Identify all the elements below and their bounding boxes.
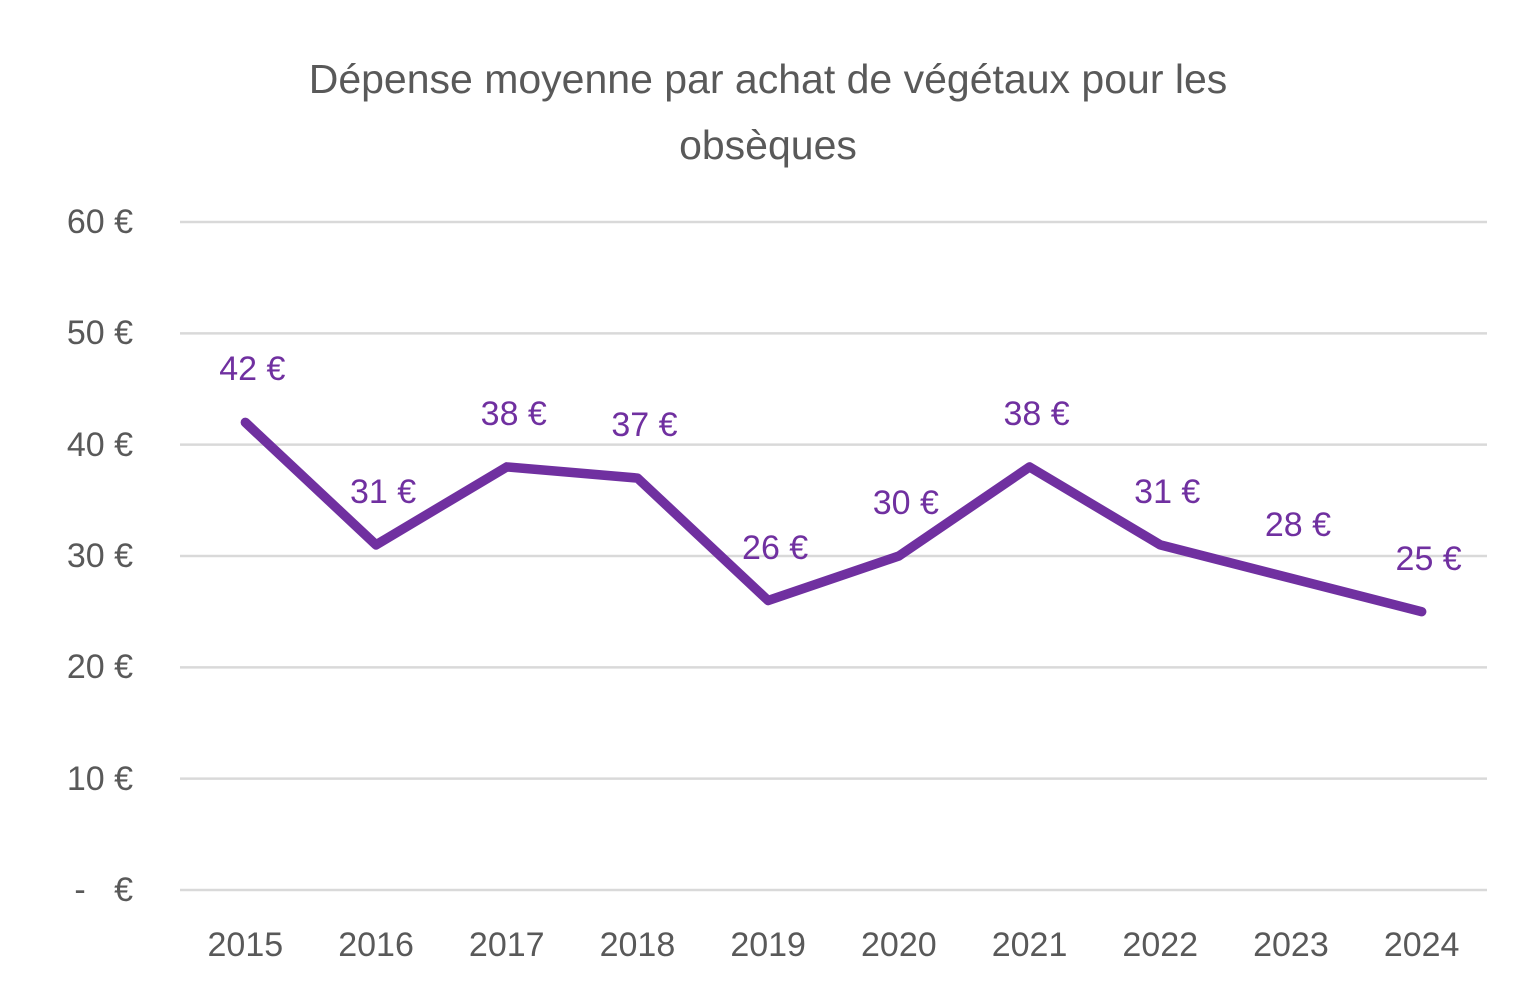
- x-tick-label: 2024: [1383, 926, 1460, 964]
- data-label: 31 €: [1134, 472, 1201, 511]
- data-label: 38 €: [480, 394, 547, 433]
- x-tick-label: 2018: [599, 926, 676, 964]
- x-tick-label: 2019: [730, 926, 806, 964]
- y-tick-label: 40 €: [66, 425, 133, 464]
- y-tick-label: 30 €: [66, 537, 133, 575]
- data-label: 28 €: [1264, 506, 1332, 545]
- x-tick-label: 2022: [1122, 926, 1199, 964]
- data-label: 25 €: [1395, 539, 1462, 578]
- data-label: 38 €: [1003, 394, 1070, 433]
- y-tick-label: - €: [74, 871, 133, 909]
- y-tick-label: 50 €: [66, 314, 133, 353]
- y-tick-label: 20 €: [66, 648, 133, 687]
- y-tick-label: 60 €: [66, 203, 133, 241]
- data-label: 26 €: [742, 528, 809, 567]
- y-tick-label: 10 €: [66, 759, 133, 798]
- series-line: [240, 417, 1427, 617]
- data-label: 37 €: [611, 406, 678, 445]
- x-tick-label: 2015: [207, 926, 284, 964]
- x-tick-label: 2016: [338, 926, 414, 964]
- data-label: 30 €: [872, 484, 939, 522]
- x-tick-label: 2021: [991, 926, 1068, 964]
- data-label: 31 €: [349, 472, 417, 511]
- x-tick-label: 2017: [468, 926, 545, 964]
- chart-title: Dépense moyenne par achat de végétaux po…: [308, 56, 1228, 168]
- data-label: 42 €: [219, 350, 286, 389]
- x-tick-label: 2023: [1253, 926, 1329, 964]
- x-tick-label: 2020: [861, 926, 937, 964]
